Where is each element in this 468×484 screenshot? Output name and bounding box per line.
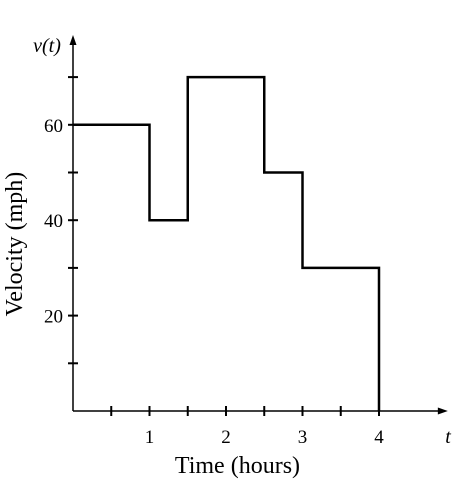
ticks	[68, 76, 380, 416]
x-axis-title: Time (hours)	[175, 453, 300, 479]
axes	[69, 34, 448, 415]
x-axis-arrow	[437, 407, 448, 415]
tick-labels: 1 2 3 4 20 40 60	[44, 116, 384, 448]
x-tick-label: 3	[298, 427, 308, 448]
y-tick-label: 60	[44, 116, 63, 137]
x-tick-label: 1	[145, 427, 155, 448]
y-axis-arrow	[69, 34, 77, 45]
y-tick-label: 40	[44, 211, 63, 232]
y-axis-title: Velocity (mph)	[2, 172, 28, 317]
y-variable-label: v(t)	[33, 35, 61, 57]
x-tick-label: 2	[221, 427, 231, 448]
y-tick-label: 20	[44, 307, 63, 328]
velocity-step-line	[73, 75, 381, 411]
x-variable-label: t	[445, 426, 451, 448]
velocity-series	[73, 75, 381, 411]
x-tick-label: 4	[374, 427, 384, 448]
